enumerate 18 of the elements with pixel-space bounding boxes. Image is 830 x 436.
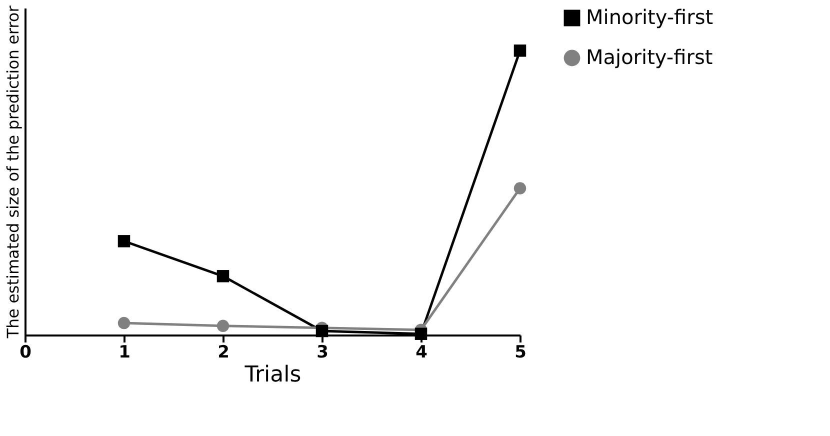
- y-axis-title: The estimated size of the prediction error: [4, 5, 22, 340]
- point: [118, 235, 130, 248]
- x-tick-label: 1: [118, 342, 130, 362]
- x-tick-label: 2: [218, 342, 230, 362]
- point: [514, 44, 526, 57]
- x-axis-title: Trials: [244, 362, 302, 388]
- point: [414, 328, 428, 340]
- point: [216, 270, 230, 282]
- x-tick-label: 0: [20, 342, 32, 362]
- point: [118, 316, 130, 330]
- x-tick-label: 4: [416, 342, 428, 362]
- point: [316, 324, 328, 338]
- point: [514, 182, 526, 194]
- x-tick-label: 3: [316, 342, 328, 362]
- x-tick-label: 5: [514, 342, 526, 362]
- point: [216, 320, 230, 332]
- legend-label: Minority-first: [586, 5, 714, 29]
- legend-label: Majority-first: [586, 45, 713, 69]
